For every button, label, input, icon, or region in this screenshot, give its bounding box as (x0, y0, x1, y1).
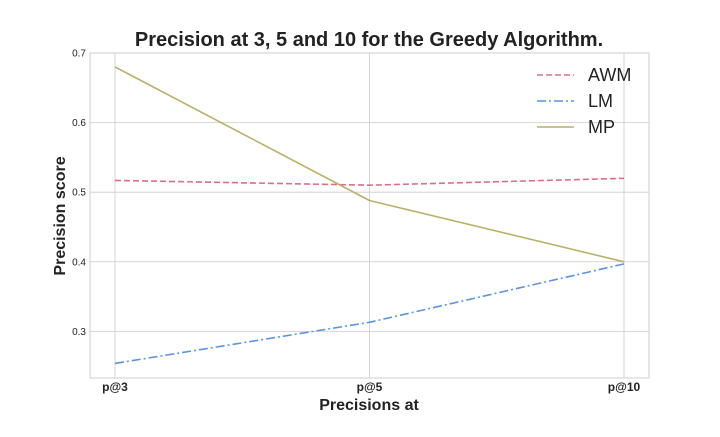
legend-label-mp: MP (588, 117, 615, 137)
y-tick-label: 0.6 (72, 118, 86, 129)
y-tick-label: 0.4 (72, 257, 86, 268)
x-tick-label: p@10 (608, 380, 641, 394)
series-line-mp (114, 66, 625, 263)
grid (90, 52, 649, 378)
plot-area-frame (89, 52, 650, 379)
series-line-awm (114, 177, 625, 186)
chart-title: Precision at 3, 5 and 10 for the Greedy … (135, 29, 603, 51)
y-tick-label: 0.3 (72, 327, 86, 338)
x-tick-label: p@3 (102, 380, 128, 394)
x-axis-ticks: p@3 p@5 p@10 (102, 380, 640, 394)
legend: AWM LM MP (537, 65, 631, 137)
y-tick-label: 0.7 (72, 49, 86, 60)
x-axis-label: Precisions at (319, 397, 419, 414)
legend-label-awm: AWM (588, 65, 631, 85)
y-tick-label: 0.5 (72, 188, 86, 199)
legend-label-lm: LM (588, 91, 613, 111)
y-axis-label: Precision score (52, 156, 69, 275)
y-axis-ticks: 0.3 0.4 0.5 0.6 0.7 (72, 49, 86, 338)
series-lines (114, 66, 625, 365)
x-tick-label: p@5 (357, 380, 383, 394)
series-line-lm (114, 263, 625, 365)
